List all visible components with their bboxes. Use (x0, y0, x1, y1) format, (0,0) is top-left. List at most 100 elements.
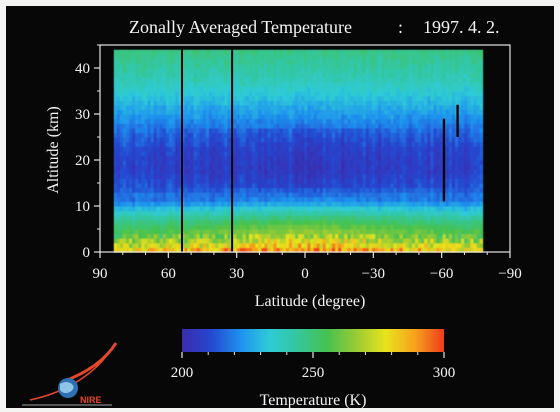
heatmap-cell (169, 68, 173, 74)
heatmap-cell (433, 72, 438, 78)
heatmap-cell (144, 155, 149, 161)
heatmap-cell (175, 238, 179, 244)
heatmap-cell (255, 187, 259, 193)
heatmap-cell (273, 54, 278, 60)
heatmap-cell (313, 201, 318, 207)
heatmap-cell (430, 173, 435, 179)
heatmap-cell (362, 169, 367, 175)
heatmap-cell (316, 114, 321, 120)
heatmap-cell (371, 192, 376, 198)
heatmap-cell (245, 215, 250, 221)
heatmap-cell (245, 229, 250, 235)
heatmap-cell (153, 178, 158, 184)
heatmap-cell (439, 219, 444, 225)
heatmap-cell (276, 183, 281, 189)
heatmap-cell (245, 137, 250, 143)
heatmap-cell (402, 192, 407, 198)
heatmap-cell (113, 219, 118, 225)
heatmap-cell (144, 169, 149, 175)
heatmap-cell (150, 104, 155, 110)
heatmap-cell (310, 183, 315, 189)
heatmap-cell (178, 63, 182, 69)
heatmap-cell (439, 169, 444, 175)
heatmap-cell (359, 247, 364, 253)
heatmap-cell (162, 150, 167, 156)
heatmap-cell (221, 146, 225, 152)
heatmap-cell (215, 206, 219, 212)
heatmap-cell (129, 137, 133, 143)
heatmap-cell (359, 169, 364, 175)
heatmap-cell (242, 238, 247, 244)
heatmap-cell (236, 95, 241, 101)
heatmap-cell (156, 54, 161, 60)
heatmap-cell (273, 109, 278, 115)
heatmap-cell (196, 132, 201, 138)
heatmap-cell (433, 160, 438, 166)
heatmap-cell (169, 210, 173, 216)
heatmap-cell (378, 169, 382, 175)
heatmap-cell (162, 54, 167, 60)
heatmap-cell (307, 146, 312, 152)
heatmap-cell (408, 118, 413, 124)
heatmap-cell (307, 137, 312, 143)
heatmap-cell (319, 215, 324, 221)
heatmap-cell (390, 233, 395, 239)
heatmap-cell (338, 54, 342, 60)
heatmap-cell (242, 164, 247, 170)
heatmap-cell (458, 150, 462, 156)
heatmap-cell (304, 77, 308, 83)
heatmap-cell (451, 215, 456, 221)
heatmap-cell (356, 72, 361, 78)
heatmap-cell (125, 137, 130, 143)
heatmap-cell (187, 100, 192, 106)
heatmap-cell (408, 91, 413, 97)
heatmap-cell (381, 169, 385, 175)
heatmap-cell (113, 91, 118, 97)
heatmap-cell (279, 146, 284, 152)
heatmap-cell (384, 238, 388, 244)
heatmap-cell (258, 114, 262, 120)
heatmap-cell (178, 146, 182, 152)
heatmap-cell (325, 233, 330, 239)
heatmap-cell (461, 229, 465, 235)
heatmap-cell (338, 169, 342, 175)
heatmap-cell (325, 160, 330, 166)
heatmap-cell (175, 155, 179, 161)
heatmap-cell (381, 247, 385, 253)
heatmap-cell (150, 123, 155, 129)
heatmap-cell (221, 104, 225, 110)
heatmap-cell (325, 104, 330, 110)
heatmap-cell (150, 72, 155, 78)
heatmap-cell (338, 91, 342, 97)
heatmap-cell (316, 178, 321, 184)
heatmap-cell (353, 114, 358, 120)
heatmap-cell (165, 58, 170, 64)
heatmap-cell (368, 123, 373, 129)
heatmap-cell (418, 233, 422, 239)
heatmap-cell (208, 183, 213, 189)
heatmap-cell (368, 238, 373, 244)
heatmap-cell (245, 49, 250, 55)
heatmap-cell (390, 141, 395, 147)
heatmap-cell (411, 68, 416, 74)
heatmap-cell (141, 86, 146, 92)
heatmap-cell (267, 201, 272, 207)
heatmap-cell (175, 91, 179, 97)
heatmap-cell (328, 127, 333, 133)
heatmap-cell (132, 201, 136, 207)
heatmap-cell (344, 242, 348, 248)
heatmap-cell (175, 146, 179, 152)
heatmap-cell (368, 183, 373, 189)
heatmap-cell (319, 68, 324, 74)
heatmap-cell (181, 81, 185, 87)
heatmap-cell (162, 206, 167, 212)
heatmap-cell (375, 173, 379, 179)
heatmap-cell (264, 150, 269, 156)
heatmap-cell (451, 206, 456, 212)
heatmap-cell (144, 201, 149, 207)
heatmap-cell (396, 192, 401, 198)
heatmap-cell (162, 215, 167, 221)
heatmap-cell (421, 160, 425, 166)
heatmap-cell (255, 123, 259, 129)
heatmap-cell (353, 183, 358, 189)
